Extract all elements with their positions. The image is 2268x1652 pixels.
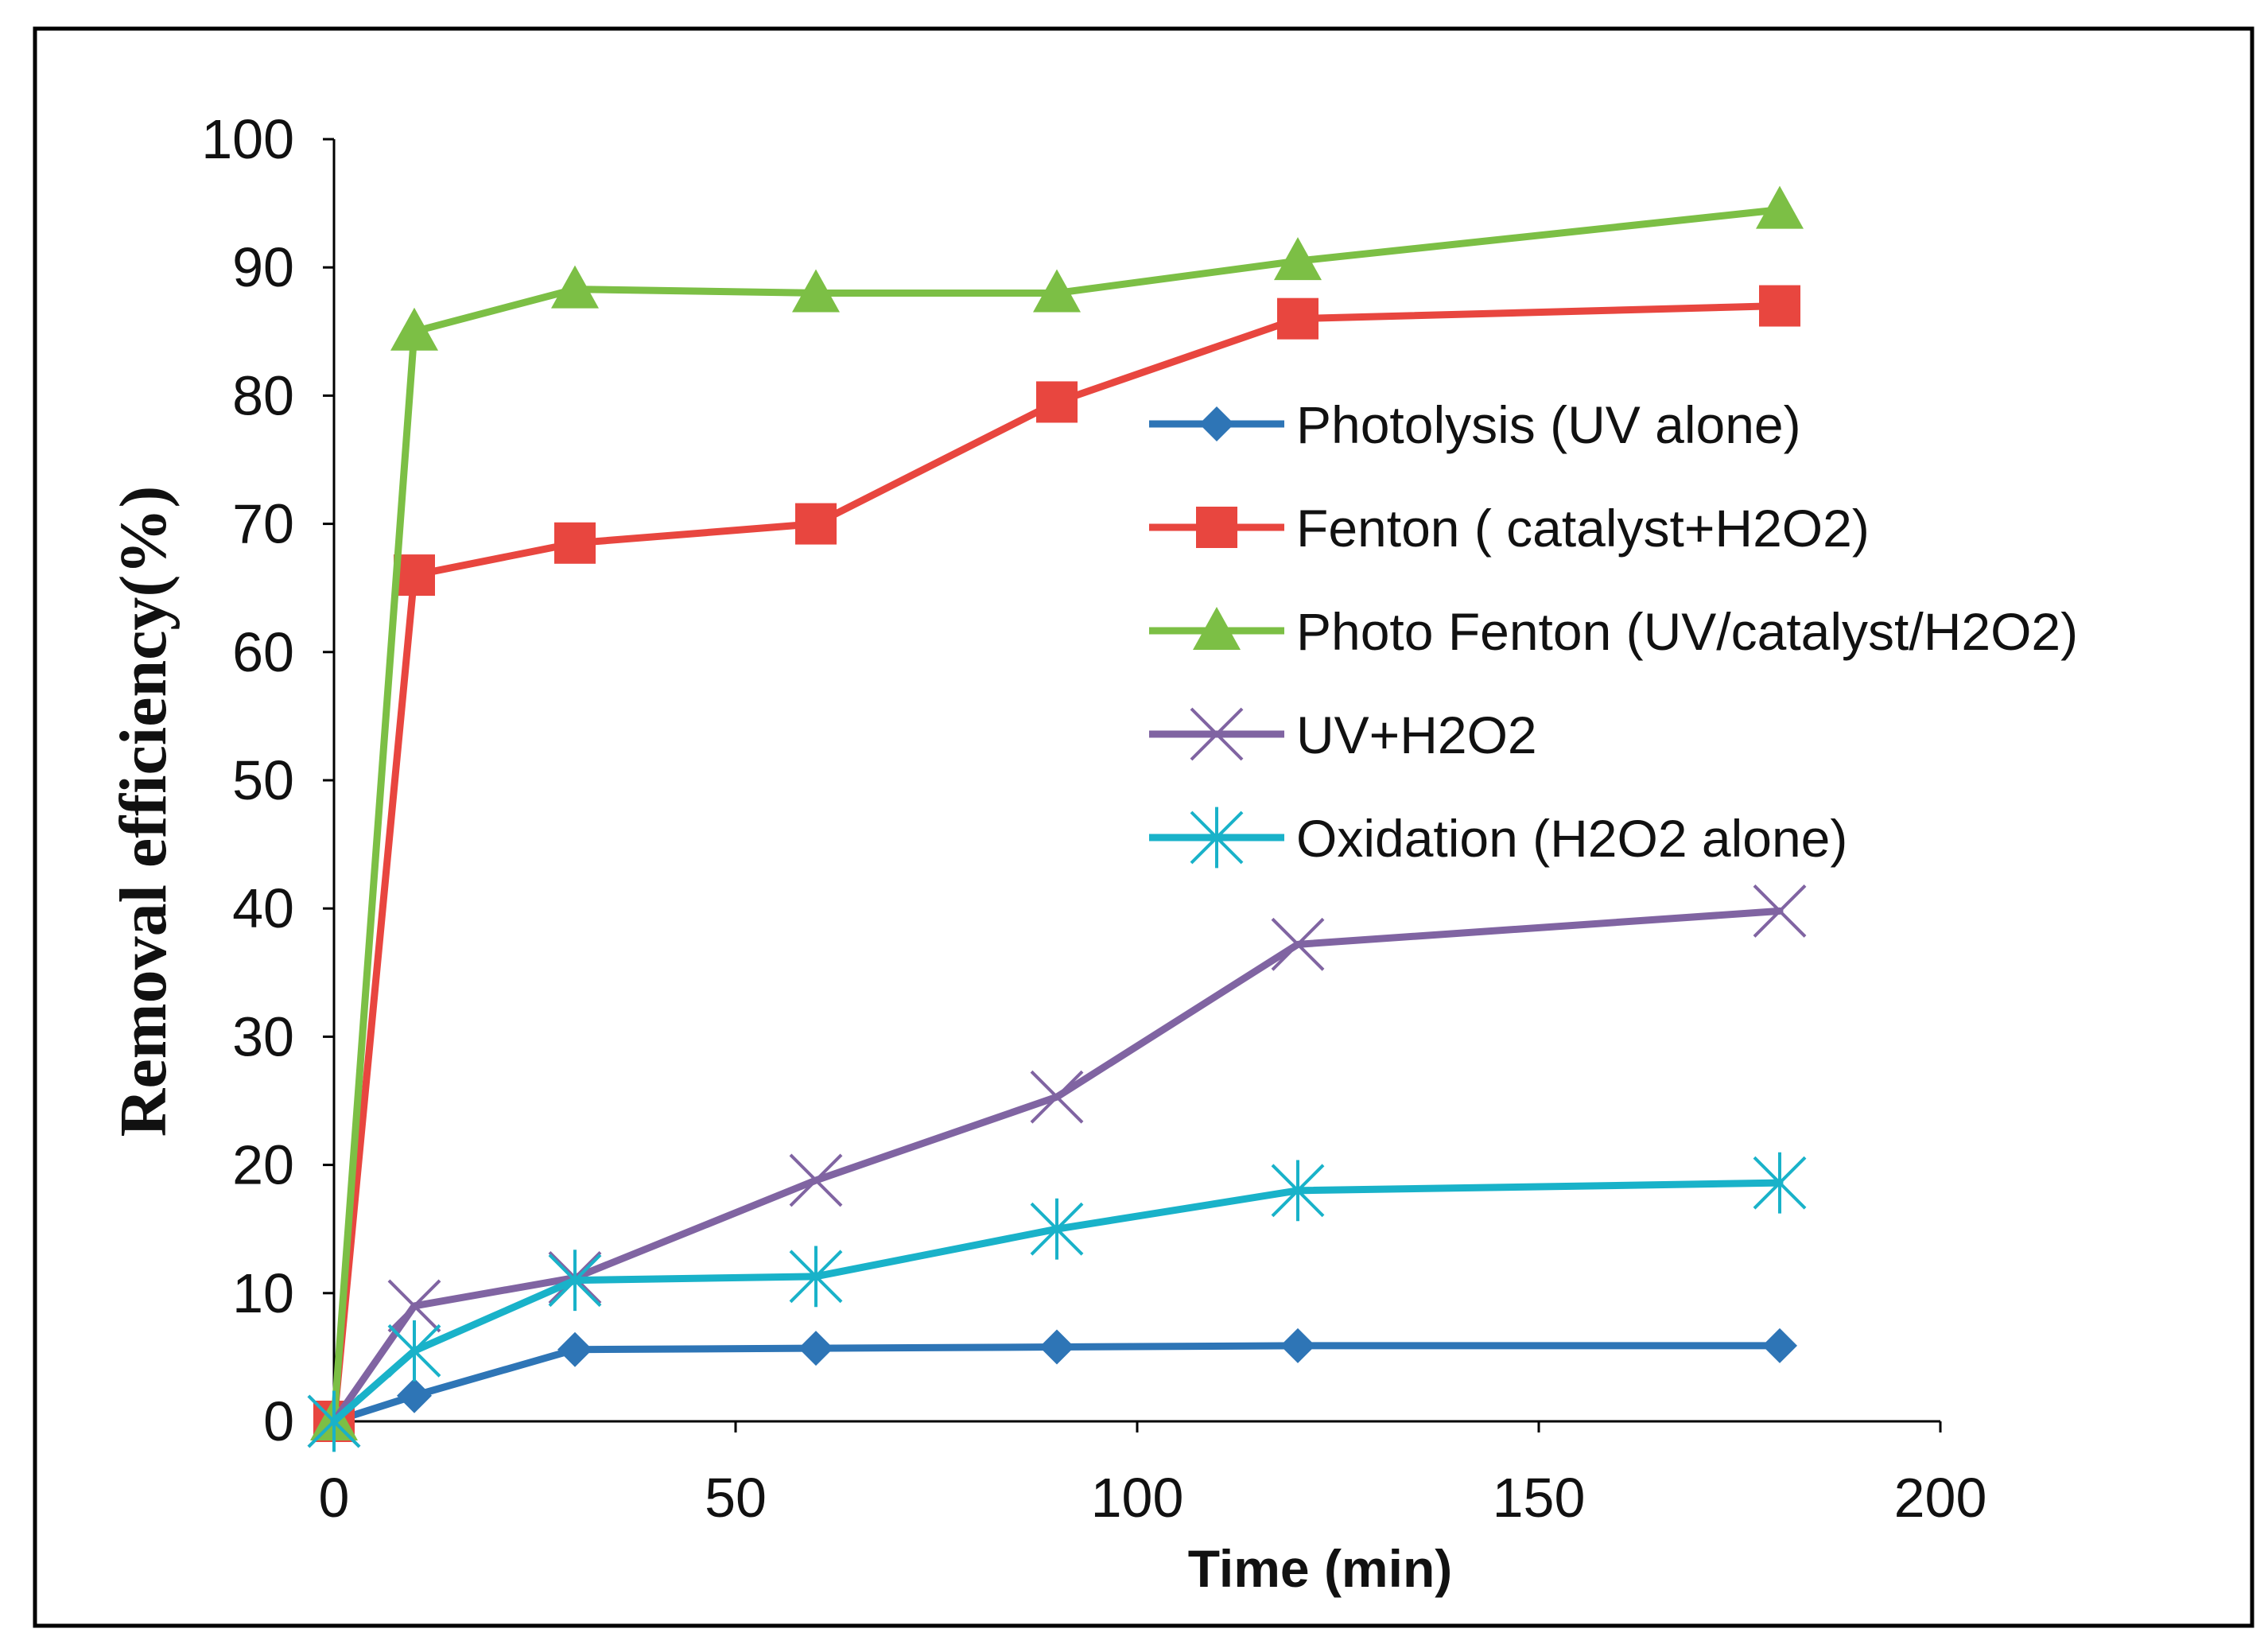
x-tick-label: 0 — [319, 1467, 350, 1529]
data-point — [390, 307, 438, 351]
legend-marker — [1193, 607, 1241, 650]
axes: 0 10 20 30 40 50 60 70 80 90 100 0 50 100 150 200 — [201, 108, 1986, 1529]
y-tick-label: 100 — [201, 108, 294, 170]
legend-item: Photolysis (UV alone) — [1149, 395, 1801, 454]
y-tick-label: 0 — [263, 1390, 294, 1452]
legend-label: Oxidation (H2O2 alone) — [1296, 809, 1847, 868]
y-tick-label: 90 — [232, 236, 294, 298]
data-point — [1274, 237, 1322, 281]
series-photo-fenton-uv-catalyst-h2o2 — [310, 185, 1804, 1440]
data-point — [1271, 1160, 1325, 1222]
legend-item: UV+H2O2 — [1149, 706, 1537, 764]
data-point — [557, 1331, 592, 1367]
legend-marker — [1196, 507, 1237, 548]
x-tick-label: 100 — [1091, 1467, 1184, 1529]
x-axis-title: Time (min) — [1188, 1539, 1452, 1598]
legend-item: Photo Fenton (UV/catalyst/H2O2) — [1149, 602, 2078, 661]
data-point — [1756, 185, 1804, 229]
y-tick-label: 40 — [232, 877, 294, 939]
legend-item: Fenton ( catalyst+H2O2) — [1149, 499, 1870, 558]
legend-label: UV+H2O2 — [1296, 706, 1537, 764]
x-tick-label: 50 — [705, 1467, 767, 1529]
data-point — [1030, 1070, 1084, 1124]
y-tick-label: 70 — [232, 493, 294, 555]
data-point — [795, 503, 837, 545]
y-tick-label: 20 — [232, 1134, 294, 1196]
data-point — [1271, 917, 1325, 971]
y-tick-label: 50 — [232, 749, 294, 811]
data-point — [1033, 269, 1081, 313]
x-tick-label: 150 — [1493, 1467, 1586, 1529]
data-point — [1762, 1327, 1797, 1363]
series-oxidation-h2o2-alone — [307, 1152, 1807, 1452]
data-point — [387, 1279, 441, 1333]
data-point — [1036, 381, 1078, 423]
series-uv-h2o2 — [307, 884, 1807, 1448]
data-point — [307, 1390, 361, 1452]
x-tick-label: 200 — [1894, 1467, 1987, 1529]
data-point — [1277, 297, 1318, 340]
chart-frame — [33, 26, 2254, 1628]
y-tick-label: 30 — [232, 1005, 294, 1067]
data-point — [1039, 1329, 1074, 1365]
legend-marker — [1190, 707, 1244, 761]
data-point — [798, 1331, 833, 1366]
legend-marker — [1190, 807, 1244, 869]
data-point — [789, 1153, 843, 1207]
data-point — [551, 265, 599, 309]
data-point — [387, 1320, 441, 1382]
data-point — [792, 269, 840, 313]
data-point — [397, 1378, 432, 1413]
legend-item: Oxidation (H2O2 alone) — [1149, 807, 1847, 869]
data-point — [1753, 1152, 1807, 1214]
data-point — [789, 1246, 843, 1308]
y-axis-title: Removal efficiency(%) — [107, 486, 181, 1137]
legend-label: Photolysis (UV alone) — [1296, 395, 1801, 454]
data-point — [1759, 285, 1800, 327]
data-point — [554, 522, 596, 564]
legend-marker — [1199, 406, 1234, 441]
y-tick-label: 80 — [232, 364, 294, 426]
legend-label: Photo Fenton (UV/catalyst/H2O2) — [1296, 602, 2078, 661]
data-point — [1030, 1198, 1084, 1260]
data-point — [1753, 884, 1807, 938]
series-fenton-catalyst-h2o2 — [313, 285, 1800, 1442]
legend: Photolysis (UV alone) Fenton ( catalyst+H… — [1149, 395, 2078, 869]
legend-label: Fenton ( catalyst+H2O2) — [1296, 499, 1870, 558]
data-point — [1280, 1327, 1315, 1363]
y-tick-label: 10 — [232, 1262, 294, 1324]
data-point — [548, 1250, 602, 1312]
series-layer — [307, 185, 1807, 1452]
y-tick-label: 60 — [232, 621, 294, 683]
